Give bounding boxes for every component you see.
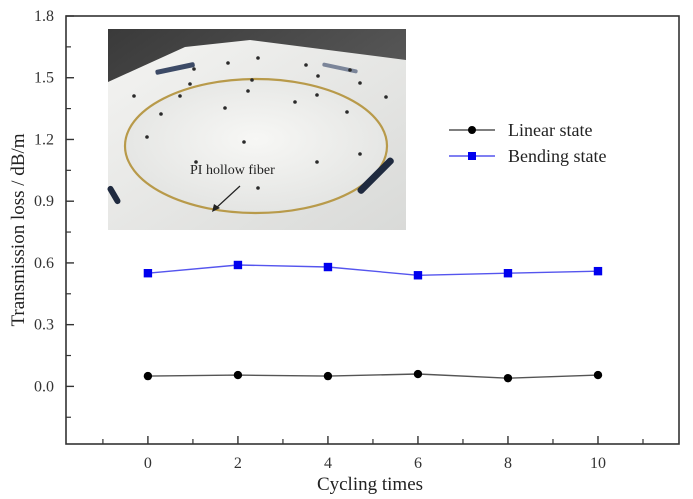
data-point-bending-state (503, 269, 513, 278)
inset-hole (242, 140, 246, 144)
inset-hole (316, 74, 320, 78)
inset-hole (304, 63, 308, 67)
legend-marker-square (468, 152, 476, 160)
data-point-bending-state (323, 262, 333, 272)
legend-label-bending: Bending state (508, 146, 606, 166)
inset-slot (357, 157, 394, 194)
y-axis: 0.0 0.3 0.6 0.9 1.2 1.5 1.8 (34, 8, 74, 418)
y-tick-label: 1.2 (34, 131, 54, 148)
data-point-linear-state (593, 370, 603, 380)
inset-hole (315, 93, 319, 97)
series-line-linear-state (147, 373, 599, 379)
x-axis-title: Cycling times (317, 474, 423, 495)
x-tick-label: 2 (234, 455, 242, 472)
legend-item-linear: Linear state (449, 120, 592, 140)
y-tick-label: 0.6 (34, 255, 54, 272)
inset-hole (345, 110, 349, 114)
inset-hole (226, 61, 230, 65)
inset-hole (132, 94, 136, 98)
data-point-bending-state (413, 271, 423, 280)
inset-photo: PI hollow fiber (107, 29, 406, 230)
x-tick-label: 4 (324, 455, 332, 472)
y-tick-label: 0.0 (34, 378, 54, 395)
inset-hole (256, 186, 260, 190)
y-axis-title: Transmission loss / dB/m (8, 133, 29, 326)
inset-hole (159, 112, 163, 116)
y-tick-label: 1.8 (34, 8, 54, 25)
inset-arrow (212, 185, 241, 212)
inset-hole (384, 95, 388, 99)
legend-marker-circle (468, 126, 476, 134)
x-tick-label: 8 (504, 455, 512, 472)
legend: Linear state Bending state (449, 120, 606, 166)
inset-hole (315, 160, 319, 164)
x-tick-label: 6 (414, 455, 422, 472)
inset-hole (145, 135, 149, 139)
inset-hole (188, 82, 192, 86)
data-point-linear-state (233, 370, 243, 380)
data-point-linear-state (503, 373, 513, 383)
x-axis: 0 2 4 6 8 10 (102, 436, 644, 472)
data-point-linear-state (143, 371, 153, 381)
legend-label-linear: Linear state (508, 120, 592, 140)
inset-hole (246, 89, 250, 93)
data-point-linear-state (323, 371, 333, 381)
inset-hole (358, 81, 362, 85)
y-tick-label: 1.5 (34, 70, 54, 87)
x-tick-label: 10 (590, 455, 606, 472)
inset-disc-fiber-ring (123, 77, 389, 215)
data-point-bending-state (233, 260, 243, 270)
inset-hole (256, 56, 260, 60)
inset-hole (192, 67, 196, 71)
y-tick-label: 0.9 (34, 193, 54, 210)
series-layer (143, 260, 603, 383)
series-line-bending-state (147, 264, 599, 277)
inset-hole (293, 100, 297, 104)
inset-slot (155, 62, 195, 75)
y-tick-label: 0.3 (34, 317, 54, 334)
x-tick-label: 0 (144, 455, 152, 472)
inset-disc-holes (132, 56, 388, 190)
inset-hole (250, 78, 254, 82)
data-point-bending-state (143, 269, 153, 278)
inset-hole (223, 106, 227, 110)
inset-hole (178, 94, 182, 98)
legend-item-bending: Bending state (449, 146, 606, 166)
inset-label: PI hollow fiber (190, 163, 275, 178)
data-point-linear-state (413, 369, 423, 379)
inset-hole (194, 160, 198, 164)
inset-slot (107, 185, 121, 205)
data-point-bending-state (593, 266, 603, 276)
inset-hole (348, 68, 352, 72)
inset-hole (358, 152, 362, 156)
